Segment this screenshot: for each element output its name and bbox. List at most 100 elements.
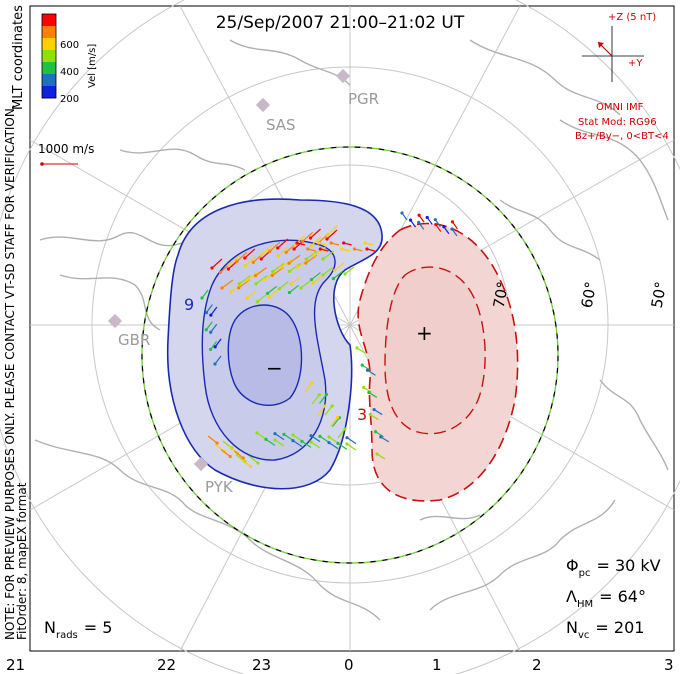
velocity-vector-origin [226,267,231,271]
imf-condition: Bz+/By−, 0<BT<4 [575,131,669,142]
velocity-vector-origin [245,278,249,282]
velocity-vector [322,267,333,276]
velocity-vector [201,289,209,299]
velocity-vector-origin [241,456,245,460]
velocity-vector-origin [289,282,293,286]
velocity-vector-origin [295,241,299,245]
velocity-vector [210,306,218,316]
svg-text:GBR: GBR [118,331,150,349]
velocity-vector [327,225,338,236]
lat-label-70: 70° [490,280,512,309]
fit-order-note: FitOrder: 8, mapEX format [15,482,29,640]
velocity-vector-origin [287,290,292,295]
velocity-vector [288,254,301,264]
velocity-vector [210,341,218,350]
velocity-vector [256,432,267,440]
velocity-vector-origin [208,347,213,352]
velocity-vector-origin [336,441,340,445]
stat-lambda-hm: ΛHM = 64° [566,587,646,610]
velocity-vector-origin [442,225,446,229]
station-gbr: GBR [107,313,150,349]
mlt-tick-1: 1 [432,656,442,674]
velocity-vector [328,436,339,444]
velocity-vector [256,294,267,303]
velocity-vector-origin [306,247,310,251]
velocity-vector-origin [209,330,213,334]
velocity-vector-origin [309,440,313,444]
velocity-vector [314,246,326,256]
velocity-vector-origin [251,260,255,264]
mlt-axis: 21 22 23 0 1 2 3 [6,656,674,674]
velocity-vector-origin [282,432,286,436]
velocity-vector [328,442,339,450]
velocity-vector [233,450,244,459]
colorbar-tick-600: 600 [60,40,79,51]
velocity-vector [319,435,330,443]
colorbar-cell [42,26,56,39]
velocity-vector-origin [417,213,421,217]
velocity-vector [214,355,222,365]
pos-cell-plus: + [416,321,433,345]
velocity-vector [322,250,335,260]
stat-n-rads: Nrads = 5 [44,618,112,641]
coastlines [34,39,669,621]
velocity-vector [248,455,259,464]
velocity-vector [310,228,321,239]
velocity-vector-origin [204,310,209,315]
positive-convection-cell [357,222,519,502]
velocity-vector-origin [209,313,213,317]
velocity-vector-origin [309,277,314,282]
velocity-vector [261,245,273,256]
velocity-vector [207,435,218,444]
velocity-vector-origin [215,441,219,445]
velocity-vector [312,275,323,284]
velocity-vector [292,440,303,448]
velocity-vector-origin [425,215,429,220]
svg-text:SAS: SAS [266,116,296,134]
colorbar-cell [42,62,56,75]
velocity-vector-origin [273,432,277,436]
velocity-vector-origin [249,464,253,469]
neg-contour-inner [227,304,303,406]
velocity-vector [278,281,289,290]
velocity-vector-origin [266,291,270,295]
velocity-vector-origin [296,265,300,269]
colorbar-cell [42,74,56,87]
imf-source: OMNI IMF [596,102,644,113]
velocity-vector [274,433,285,441]
velocity-vector [311,394,320,405]
velocity-vector-origin [255,300,259,304]
velocity-vector-origin [279,265,283,270]
mlt-tick-22: 22 [157,656,176,674]
velocity-vector [280,258,293,268]
heppner-maynard-boundary-color [141,146,559,564]
velocity-vector [269,241,281,252]
mlt-tick-2: 2 [532,656,542,674]
velocity-vector-origin [268,249,272,253]
velocity-vector [274,439,285,447]
velocity-vector [244,256,256,267]
velocity-vector-origin [317,393,321,397]
velocity-vector [241,459,251,467]
velocity-vector [255,267,267,277]
velocity-vector-origin [255,431,259,435]
velocity-vector-origin [375,452,379,456]
velocity-vector-origin [400,211,404,215]
plot-title: 25/Sep/2007 21:00–21:02 UT [216,13,465,33]
colorbar-cell [42,38,56,51]
velocity-vector-origin [342,241,346,245]
velocity-vector [346,443,357,451]
velocity-vector [289,262,301,272]
velocity-vector [214,338,222,348]
lat-label-50: 50° [648,280,670,309]
velocity-vector-origin [321,257,325,261]
velocity-vector-origin [299,286,303,290]
velocity-vector [205,321,213,331]
velocity-vector-origin [243,256,247,260]
velocity-vector-origin [264,437,268,441]
imf-indicator: +Z (5 nT) +Y OMNI IMF Stat Mod: RG96 Bz+… [575,12,669,142]
velocity-vector-origin [330,404,334,408]
velocity-vector-origin [276,246,280,250]
neg-contour-label: 9 [184,295,194,314]
colorbar-label: Vel [m/s] [87,44,98,88]
